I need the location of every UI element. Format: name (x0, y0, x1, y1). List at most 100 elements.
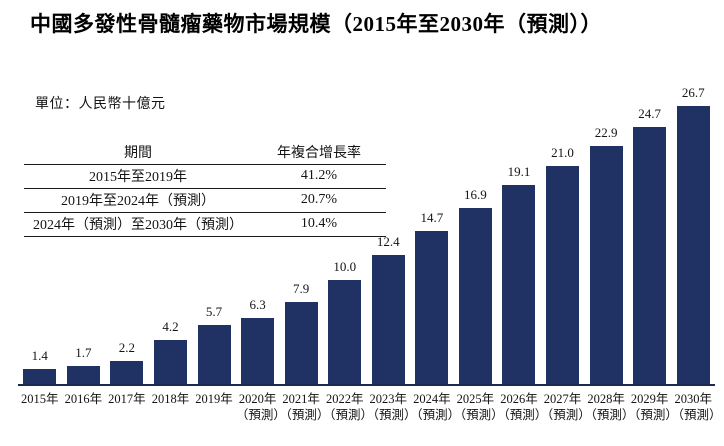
bar (241, 318, 275, 384)
x-axis-forecast-note: （預測） (453, 408, 504, 422)
bar (458, 208, 492, 384)
x-axis-forecast-note: （預測） (235, 408, 286, 422)
x-axis-forecast-note: （預測） (540, 408, 591, 422)
x-axis-label: 2026年 （預測） (497, 391, 548, 423)
x-axis-forecast-note: （預測） (627, 408, 678, 422)
bar (284, 301, 318, 384)
x-axis-forecast-note: （預測） (322, 408, 373, 422)
bar-value-label: 1.4 (31, 348, 48, 364)
x-axis-label: 2022年 （預測） (322, 391, 373, 423)
x-axis-year: 2020年 (238, 392, 277, 406)
bar-value-label: 16.9 (464, 187, 487, 203)
cagr-cell: 20.7% (252, 188, 386, 213)
bar-slot: 26.7 (671, 85, 715, 384)
x-axis-year: 2017年 (108, 392, 146, 406)
bar (502, 185, 536, 384)
x-axis-year: 2018年 (151, 392, 190, 406)
bar-slot: 12.4 (367, 234, 411, 384)
bar-value-label: 1.7 (75, 345, 92, 361)
bar-value-label: 6.3 (249, 297, 266, 313)
unit-label: 單位：人民幣十億元 (35, 97, 166, 112)
x-axis-year: 2023年 (369, 392, 408, 406)
x-axis-forecast-note: （預測） (584, 408, 635, 422)
bar (415, 231, 449, 384)
bar-slot: 19.1 (497, 164, 541, 384)
chart-title: 中國多發性骨髓瘤藥物市場規模（2015年至2030年（預測）） (30, 12, 602, 36)
x-axis-label: 2019年 (192, 391, 236, 423)
x-axis-label: 2025年 （預測） (453, 391, 504, 423)
bar-slot: 7.9 (279, 281, 323, 384)
bar-value-label: 12.4 (376, 234, 400, 250)
bar (197, 324, 231, 384)
x-axis-label: 2028年 （預測） (584, 391, 635, 423)
cagr-table-header-cagr: 年複合增長率 (252, 141, 386, 165)
cagr-table-row: 2019年至2024年（預測） 20.7% (24, 188, 386, 213)
x-axis-label: 2021年 （預測） (279, 391, 330, 423)
cagr-cell: 41.2% (252, 164, 386, 189)
bar-slot: 10.0 (323, 259, 367, 384)
bar (633, 127, 667, 384)
bar-slot: 22.9 (584, 125, 628, 384)
bar-value-label: 19.1 (507, 164, 531, 180)
cagr-table-row: 2024年（預測）至2030年（預測） 10.4% (24, 212, 386, 237)
x-axis-label: 2027年 （預測） (540, 391, 591, 423)
x-axis-year: 2024年 (413, 392, 451, 406)
bar (676, 106, 710, 384)
cagr-table-header-row: 期間 年複合增長率 (24, 141, 386, 165)
bar-value-label: 14.7 (420, 210, 444, 226)
x-axis-label: 2029年 （預測） (627, 391, 678, 423)
x-axis-label: 2024年 （預測） (410, 391, 461, 423)
bar (328, 280, 362, 384)
x-axis-year: 2030年 (674, 392, 712, 406)
bar (153, 340, 187, 384)
x-axis-forecast-note: （預測） (497, 408, 548, 422)
x-axis-forecast-note: （預測） (279, 408, 330, 422)
x-axis-year: 2016年 (64, 392, 103, 406)
bar-value-label: 7.9 (293, 280, 310, 296)
bar-value-label: 21.0 (551, 144, 574, 160)
bar (589, 145, 623, 384)
bar (66, 366, 100, 384)
bar-slot: 14.7 (410, 210, 454, 384)
x-axis-year: 2029年 (630, 392, 669, 406)
bar-slot: 1.7 (62, 345, 106, 384)
bar (546, 165, 580, 384)
bar-value-label: 5.7 (205, 303, 223, 319)
bar-slot: 4.2 (149, 319, 193, 384)
bar-value-label: 24.7 (638, 106, 662, 122)
bar-slot: 24.7 (628, 106, 672, 384)
x-axis-year: 2019年 (195, 392, 233, 406)
cagr-cell: 10.4% (252, 212, 386, 237)
x-axis-year: 2025年 (456, 392, 495, 406)
plot-area: 1.4 1.7 2.2 4.2 5.7 6.3 7.9 10.0 12.4 14… (18, 82, 715, 386)
bar-slot: 2.2 (105, 340, 149, 384)
x-axis-labels: 2015年 2016年 2017年 2018年 2019年 2020年 （預測）… (18, 391, 721, 423)
x-axis-forecast-note: （預測） (410, 408, 461, 422)
bar-value-label: 4.2 (162, 319, 179, 335)
x-axis-label: 2016年 (62, 391, 106, 423)
bar-value-label: 2.2 (118, 340, 136, 356)
x-axis-year: 2028年 (587, 392, 625, 406)
bar (23, 369, 57, 384)
x-axis-label: 2015年 (18, 391, 62, 423)
bar-slot: 6.3 (236, 297, 280, 384)
x-axis-label: 2018年 (149, 391, 193, 423)
bar-slot: 21.0 (541, 145, 585, 384)
bar (110, 361, 144, 384)
bar-slot: 16.9 (454, 187, 498, 384)
x-axis-year: 2021年 (282, 392, 320, 406)
cagr-table-header-period: 期間 (24, 141, 252, 165)
period-cell: 2015年至2019年 (24, 164, 252, 189)
bar-slot: 1.4 (18, 348, 62, 384)
x-axis-label: 2017年 (105, 391, 149, 423)
bar-value-label: 26.7 (681, 85, 705, 101)
x-axis-year: 2026年 (500, 392, 538, 406)
x-axis-forecast-note: （預測） (366, 408, 417, 422)
x-axis-year: 2027年 (543, 392, 582, 406)
bar-value-label: 22.9 (594, 124, 618, 140)
period-cell: 2019年至2024年（預測） (24, 188, 252, 213)
bar-slot: 5.7 (192, 304, 236, 384)
bar (371, 255, 405, 384)
x-axis-label: 2020年 （預測） (235, 391, 286, 423)
bar-value-label: 10.0 (333, 259, 357, 274)
